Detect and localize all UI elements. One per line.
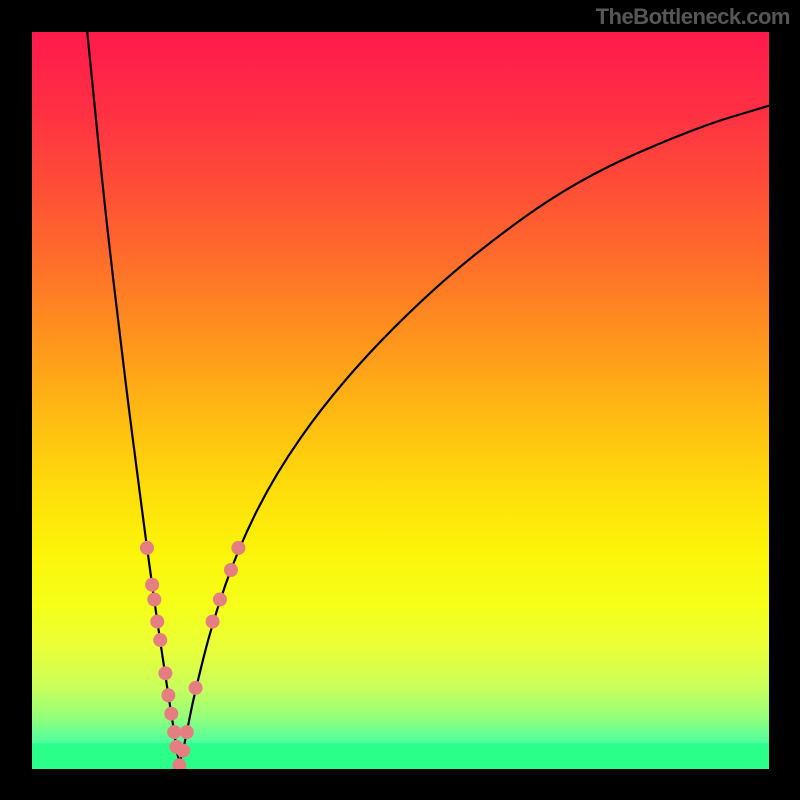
bottleneck-curve-chart	[32, 32, 769, 769]
data-point-marker	[224, 563, 238, 577]
watermark-text: TheBottleneck.com	[596, 4, 790, 30]
data-point-marker	[231, 541, 245, 555]
chart-background-gradient	[32, 32, 769, 769]
data-point-marker	[145, 578, 159, 592]
data-point-marker	[158, 666, 172, 680]
data-point-marker	[150, 615, 164, 629]
data-point-marker	[161, 688, 175, 702]
chart-frame: TheBottleneck.com	[0, 0, 800, 800]
data-point-marker	[213, 592, 227, 606]
data-point-marker	[153, 633, 167, 647]
data-point-marker	[140, 541, 154, 555]
data-point-marker	[167, 725, 181, 739]
data-point-marker	[189, 681, 203, 695]
data-point-marker	[164, 707, 178, 721]
chart-green-floor-band	[32, 743, 769, 769]
data-point-marker	[206, 615, 220, 629]
data-point-marker	[147, 592, 161, 606]
plot-area	[32, 32, 769, 769]
data-point-marker	[176, 744, 190, 758]
data-point-marker	[180, 725, 194, 739]
